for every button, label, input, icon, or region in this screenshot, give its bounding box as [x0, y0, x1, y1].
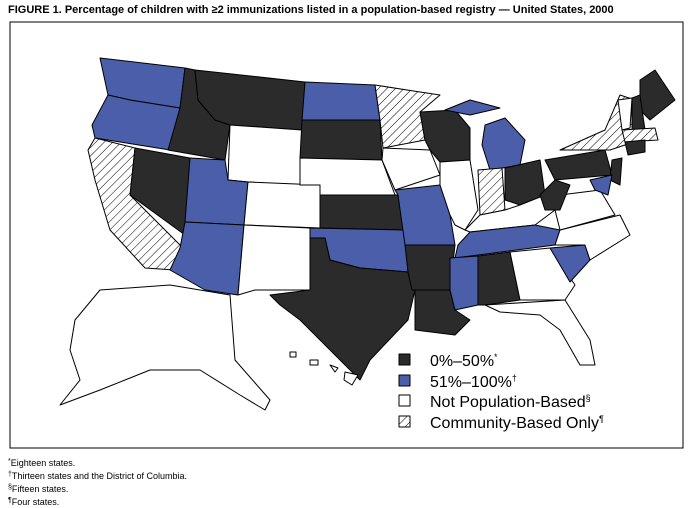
legend-note: §: [586, 393, 591, 403]
legend-swatch: [398, 394, 411, 407]
state: [609, 157, 623, 186]
footnote: †Thirteen states and the District of Col…: [8, 469, 187, 482]
state: [59, 284, 271, 411]
state: [439, 159, 479, 231]
legend-swatch: [398, 353, 411, 366]
legend-text: 51%–100%: [430, 374, 512, 391]
footnote-mark: *: [8, 458, 11, 465]
state: [381, 147, 441, 191]
legend: 0%–50%* 51%–100%† Not Population-Based§ …: [398, 352, 604, 432]
footnote-mark: §: [8, 484, 12, 491]
footnote-text: Thirteen states and the District of Colu…: [11, 471, 187, 481]
state: [269, 237, 416, 381]
state: [477, 167, 506, 216]
footnote: §Fifteen states.: [8, 482, 187, 495]
state: [624, 139, 646, 156]
legend-text: Community-Based Only: [430, 415, 599, 432]
legend-label: Not Population-Based§: [430, 393, 591, 411]
legend-swatch: [398, 374, 411, 387]
state: [477, 251, 521, 306]
legend-swatch: [398, 415, 411, 428]
state: [617, 97, 633, 131]
legend-text: Not Population-Based: [430, 394, 586, 411]
footnote-mark: ¶: [8, 497, 12, 504]
legend-label: 51%–100%†: [430, 373, 517, 391]
state: [329, 364, 339, 373]
state: [227, 124, 303, 186]
legend-label: 0%–50%*: [430, 352, 498, 370]
state: [289, 351, 297, 358]
state: [243, 181, 321, 229]
footnotes: *Eighteen states. †Thirteen states and t…: [8, 456, 187, 508]
state: [444, 99, 501, 116]
legend-note: †: [512, 373, 517, 383]
footnote-text: Eighteen states.: [10, 458, 76, 468]
state: [449, 255, 479, 311]
legend-text: 0%–50%: [430, 353, 494, 370]
footnote-mark: †: [8, 471, 12, 478]
state: [621, 127, 659, 143]
state: [237, 224, 311, 296]
state: [484, 299, 596, 366]
state: [404, 244, 456, 291]
title: FIGURE 1. Percentage of children with ≥2…: [8, 4, 614, 16]
state: [539, 179, 571, 211]
footnote: ¶Four states.: [8, 495, 187, 508]
footnote: *Eighteen states.: [8, 456, 187, 469]
state: [309, 359, 319, 366]
state: [589, 174, 613, 196]
state: [343, 371, 359, 386]
legend-label: Community-Based Only¶: [430, 414, 604, 432]
legend-note: *: [494, 352, 498, 362]
states: [59, 57, 676, 411]
legend-note: ¶: [599, 414, 604, 424]
state: [301, 81, 381, 121]
footnote-text: Fifteen states.: [11, 484, 69, 494]
footnote-text: Four states.: [11, 497, 60, 507]
state: [319, 194, 406, 231]
state: [299, 119, 383, 161]
